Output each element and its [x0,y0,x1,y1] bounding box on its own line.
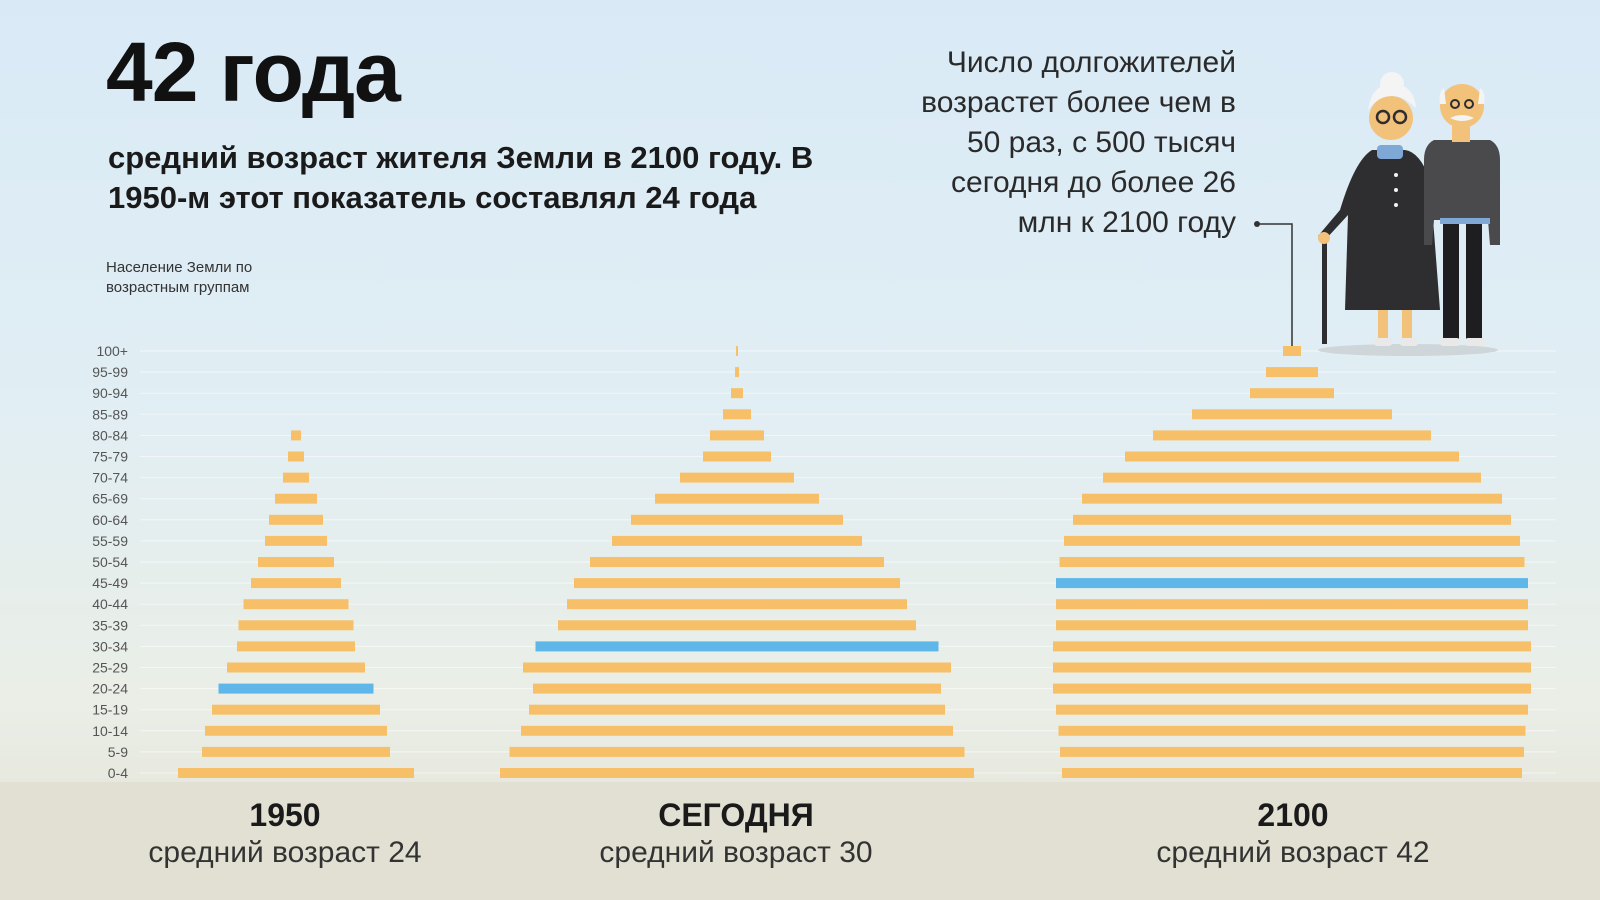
age-group-bar [731,388,743,399]
age-group-label: 80-84 [92,427,128,443]
column-label-1950: 1950 средний возраст 24 [75,797,495,870]
age-group-label: 55-59 [92,533,128,549]
longevity-callout: Число долгожителей возрастет более чем в… [921,46,1236,239]
age-group-bar [680,472,794,483]
age-group-bar [237,641,355,652]
age-group-bar [521,725,953,736]
age-group-bar [1053,683,1531,694]
age-group-label: 35-39 [92,617,128,633]
age-group-bar [558,620,916,631]
chart-caption: Население Земли по возрастным группам [106,259,253,297]
age-group-bar [178,768,414,778]
age-group-bar [631,514,843,525]
age-group-bar [1103,472,1481,483]
age-group-bar [275,493,317,504]
age-group-bar [251,578,341,589]
age-group-label: 95-99 [92,364,128,380]
age-group-bar [1058,725,1526,736]
age-group-bar [703,451,771,462]
age-group-bar [1056,704,1528,715]
age-group-bar [1283,346,1301,356]
column-year: 2100 [1257,797,1329,833]
age-group-labels: 0-4 5-9 10-14 15-19 20-24 25-29 30-34 35-39 40-4… [92,343,128,781]
subheadline: средний возраст жителя Земли в 2100 году… [108,140,814,216]
age-group-label: 0-4 [108,765,128,781]
age-group-label: 45-49 [92,575,128,591]
age-group-bar [265,535,327,546]
age-group-bar [227,662,365,673]
age-group-bar [1073,514,1511,525]
age-group-bar [655,493,819,504]
age-group-label: 65-69 [92,491,128,507]
median-age-bar [535,641,939,652]
age-group-label: 20-24 [92,681,128,697]
column-year: СЕГОДНЯ [658,797,814,833]
age-group-bar [1056,620,1528,631]
age-group-label: 50-54 [92,554,128,570]
age-group-bar [1060,746,1524,757]
age-group-bar [238,620,354,631]
column-median-age: средний возраст 30 [599,836,873,869]
age-group-label: 75-79 [92,449,128,465]
age-group-bar [533,683,941,694]
age-group-bar [1266,367,1318,378]
age-group-bar [523,662,951,673]
age-group-bar [509,746,965,757]
age-group-label: 40-44 [92,596,128,612]
age-group-bar [205,725,387,736]
age-group-label: 100+ [96,343,128,359]
column-label-2100: 2100 средний возраст 42 [1083,797,1503,870]
age-group-bar [500,768,974,778]
age-group-bar [574,578,900,589]
age-group-bar [723,409,751,420]
column-label-today: СЕГОДНЯ средний возраст 30 [526,797,946,870]
age-group-bar [1059,557,1525,567]
age-group-bar [269,514,323,525]
age-group-label: 10-14 [92,723,128,739]
age-group-label: 60-64 [92,512,128,528]
age-group-bar [590,557,884,567]
column-median-age: средний возраст 24 [148,836,422,869]
age-group-bar [258,557,334,567]
column-year: 1950 [249,797,321,833]
elderly-couple-icon [1318,72,1500,356]
age-group-bar [1056,599,1528,610]
age-group-bar [1062,768,1522,778]
bottom-band [0,782,1600,900]
age-group-bar [1064,535,1520,546]
age-group-bar [1053,641,1531,652]
age-group-bar [212,704,380,715]
age-group-label: 15-19 [92,702,128,718]
age-group-bar [243,599,349,610]
age-group-bar [1082,493,1502,504]
age-group-bar [1250,388,1334,399]
median-age-bar [1056,578,1528,589]
age-group-label: 90-94 [92,385,128,401]
age-group-bar [1153,430,1431,441]
age-group-label: 70-74 [92,470,128,486]
age-group-label: 5-9 [108,744,128,760]
age-group-bar [288,451,304,462]
column-median-age: средний возраст 42 [1156,836,1430,869]
age-group-bar [291,430,301,441]
age-group-bar [710,430,764,441]
age-group-bar [1125,451,1459,462]
age-group-label: 85-89 [92,406,128,422]
age-group-bar [529,704,945,715]
age-group-bar [1053,662,1531,673]
callout-connector [1254,221,1293,346]
age-group-bar [567,599,907,610]
age-group-label: 25-29 [92,660,128,676]
age-group-bar [735,367,739,378]
age-group-bar [283,472,309,483]
age-group-bar [736,346,738,356]
headline: 42 года [106,25,401,119]
age-group-label: 30-34 [92,638,128,654]
bars [178,346,1531,778]
median-age-bar [218,683,374,694]
age-group-bar [612,535,862,546]
age-group-bar [1192,409,1392,420]
age-group-bar [202,746,390,757]
